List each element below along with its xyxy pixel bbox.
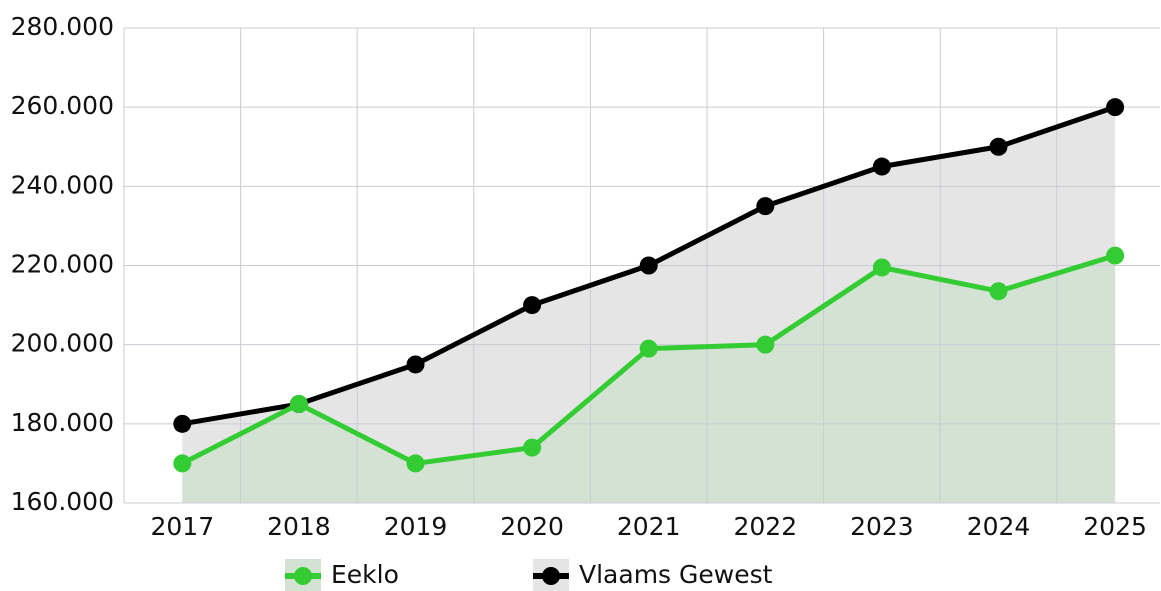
point <box>756 335 775 354</box>
point <box>872 157 891 176</box>
legend-swatch-point <box>542 567 560 585</box>
y-tick-label: 240.000 <box>11 170 114 199</box>
point <box>872 258 891 277</box>
point <box>523 438 542 457</box>
x-tick-label: 2021 <box>617 512 681 541</box>
y-tick-label: 220.000 <box>11 250 114 279</box>
point <box>639 256 658 275</box>
y-tick-label: 180.000 <box>11 408 114 437</box>
legend-label: Eeklo <box>331 560 399 589</box>
x-tick-label: 2024 <box>967 512 1031 541</box>
legend-label: Vlaams Gewest <box>579 560 773 589</box>
point <box>289 395 308 414</box>
point <box>1106 246 1125 265</box>
y-tick-label: 280.000 <box>11 12 114 41</box>
point <box>173 454 192 473</box>
point <box>406 355 425 374</box>
x-tick-label: 2023 <box>850 512 914 541</box>
point <box>989 282 1008 301</box>
x-tick-label: 2020 <box>500 512 564 541</box>
legend-swatch-point <box>294 567 312 585</box>
y-tick-label: 260.000 <box>11 91 114 120</box>
point <box>523 296 542 315</box>
x-tick-label: 2025 <box>1083 512 1147 541</box>
x-tick-label: 2022 <box>733 512 797 541</box>
point <box>639 339 658 358</box>
area <box>182 255 1116 503</box>
y-tick-label: 200.000 <box>11 329 114 358</box>
point <box>406 454 425 473</box>
x-tick-label: 2019 <box>384 512 448 541</box>
x-tick-label: 2018 <box>267 512 331 541</box>
x-tick-label: 2017 <box>150 512 214 541</box>
point <box>173 414 192 433</box>
point <box>756 197 775 216</box>
point <box>989 137 1008 156</box>
point <box>1106 98 1125 117</box>
y-tick-label: 160.000 <box>11 487 114 516</box>
